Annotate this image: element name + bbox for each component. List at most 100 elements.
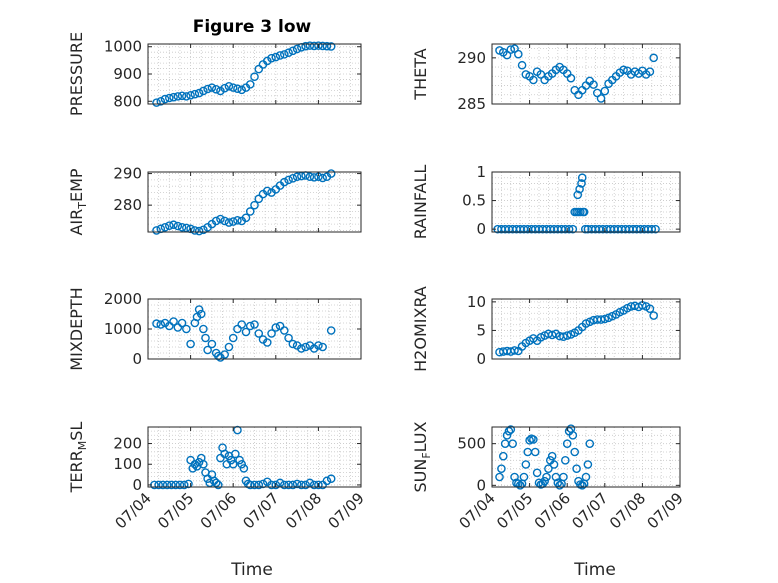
data-point	[216, 86, 225, 96]
data-point	[245, 480, 255, 490]
data-point	[589, 80, 598, 89]
axes-frame	[491, 426, 681, 488]
data-point	[649, 53, 658, 63]
data-point	[250, 200, 259, 210]
data-point	[288, 46, 298, 56]
data-point	[575, 184, 584, 194]
x-axis-label-left: Time	[230, 560, 273, 580]
data-point	[515, 481, 525, 490]
data-point	[572, 464, 581, 473]
data-point	[280, 326, 289, 335]
data-point	[305, 172, 315, 182]
data-point	[188, 464, 198, 473]
data-point	[173, 221, 183, 231]
series-markers	[495, 424, 595, 490]
data-point	[504, 426, 514, 436]
y-tick-label: 0	[476, 220, 486, 238]
panel-sun_flux: 0 500 SUNFLUX 07/0407/0507/0607/0707/0807/0…	[411, 421, 687, 532]
x-axis-label-right: Time	[573, 560, 616, 580]
data-point	[201, 333, 210, 343]
y-tick-label: 0	[476, 350, 486, 368]
data-point	[600, 86, 610, 96]
data-point	[568, 224, 578, 234]
data-point	[267, 53, 276, 63]
data-point	[156, 96, 166, 106]
data-point	[237, 320, 247, 329]
series-markers	[495, 44, 658, 103]
y-tick-label: 10	[467, 293, 486, 311]
series-markers	[152, 41, 336, 107]
data-point	[309, 173, 319, 182]
data-point	[280, 50, 289, 59]
data-point	[297, 480, 306, 490]
data-point	[318, 342, 327, 352]
data-point	[549, 460, 559, 469]
data-point	[301, 480, 310, 490]
data-point	[559, 332, 568, 342]
data-point	[226, 455, 236, 465]
data-point	[241, 213, 251, 223]
data-point	[542, 472, 551, 482]
data-point	[220, 350, 229, 359]
data-point	[326, 42, 336, 51]
data-point	[645, 67, 655, 76]
data-point	[211, 478, 221, 488]
data-point	[179, 480, 189, 490]
grid	[147, 298, 362, 360]
data-point	[182, 223, 191, 233]
data-point	[228, 217, 238, 226]
data-point	[160, 222, 170, 232]
data-point	[152, 226, 161, 235]
data-point	[211, 216, 221, 226]
data-point	[154, 480, 163, 490]
data-point	[305, 478, 315, 488]
data-point	[241, 327, 251, 337]
data-point	[651, 224, 660, 234]
data-point	[164, 221, 174, 230]
data-point	[194, 305, 204, 314]
data-point	[211, 84, 221, 94]
series-markers	[495, 300, 658, 357]
data-point	[326, 169, 336, 178]
data-point	[280, 177, 289, 187]
data-point	[553, 478, 563, 488]
y-tick-label: 0.5	[462, 192, 486, 210]
y-tick-label: 280	[113, 196, 142, 214]
data-point	[280, 480, 289, 490]
data-point	[233, 84, 242, 94]
data-point	[156, 320, 166, 329]
data-point	[199, 86, 208, 96]
y-tick-label: 100	[113, 455, 142, 473]
data-point	[577, 179, 586, 188]
y-tick-label: 0	[132, 476, 142, 494]
data-point	[271, 52, 281, 62]
data-point	[262, 56, 272, 66]
data-point	[239, 464, 249, 473]
y-tick-label: 800	[113, 92, 142, 110]
data-point	[559, 472, 568, 482]
data-point	[203, 84, 212, 94]
data-point	[207, 339, 217, 349]
data-point	[555, 481, 564, 490]
x-tick-label: 07/04	[112, 489, 155, 532]
data-point	[254, 329, 264, 338]
data-point	[196, 309, 206, 319]
data-point	[173, 92, 183, 101]
data-point	[577, 173, 587, 183]
data-point	[561, 456, 570, 465]
data-point	[267, 329, 276, 338]
data-point	[167, 480, 176, 490]
data-point	[177, 222, 187, 232]
data-point	[297, 344, 306, 353]
data-point	[275, 51, 285, 60]
y-tick-label: 1000	[104, 320, 142, 338]
y-tick-label: 500	[457, 435, 486, 453]
y-tick-label: 0	[476, 476, 486, 494]
data-point	[182, 324, 191, 334]
data-point	[190, 459, 200, 469]
data-point	[577, 481, 587, 490]
x-tick-label: 07/08	[606, 489, 649, 532]
y-axis-label: H2OMIXRA	[411, 286, 430, 372]
grid	[147, 426, 362, 487]
data-point	[573, 190, 583, 200]
